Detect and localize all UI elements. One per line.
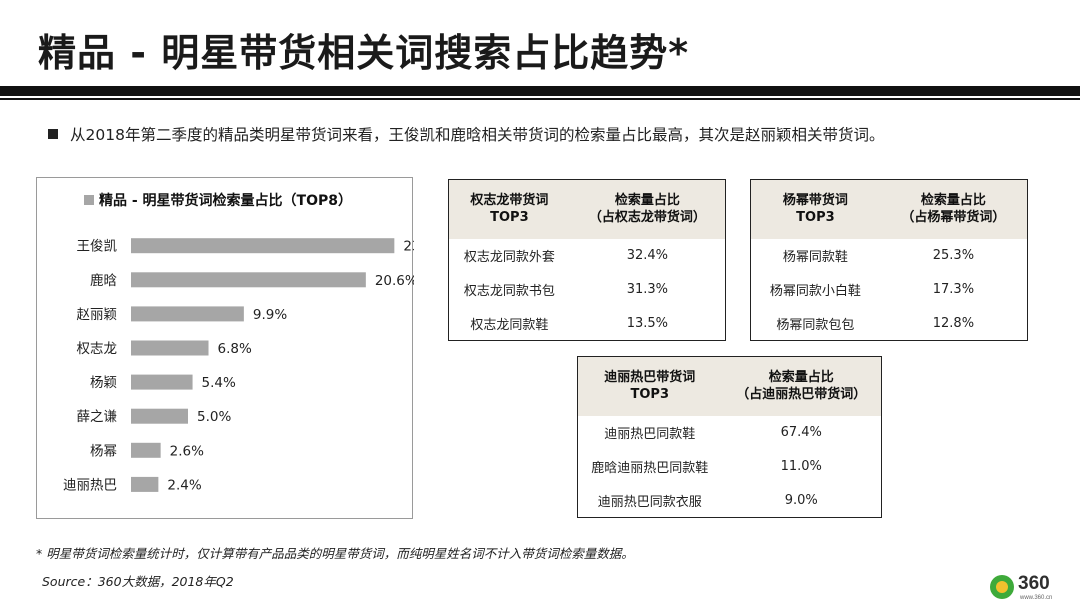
table-row: 杨幂同款包包 12.8%	[751, 307, 1028, 341]
category-label: 王俊凯	[77, 239, 118, 255]
bar	[131, 238, 395, 254]
table-row: 杨幂同款鞋 25.3%	[751, 239, 1028, 273]
table-header-cell: 检索量占比 （占杨幂带货词）	[879, 179, 1028, 239]
table-header-cell: 检索量占比 （占迪丽热巴带货词）	[721, 356, 882, 416]
table-yangmi-top3: 杨幂带货词 TOP3 检索量占比 （占杨幂带货词） 杨幂同款鞋 25.3% 杨幂同款小白鞋 1…	[750, 179, 1028, 341]
bar-chart: 精品 - 明星带货词检索量占比（TOP8） 王俊凯 23.1% 鹿晗 20.6% 赵丽颖 9…	[63, 192, 414, 493]
value-label: 2.4%	[167, 477, 201, 493]
table-dilireba-top3: 迪丽热巴带货词 TOP3 检索量占比 （占迪丽热巴带货词） 迪丽热巴同款鞋 67.4% 鹿晗…	[577, 356, 882, 518]
bar	[131, 272, 366, 288]
logo-url: www.360.cn	[1020, 595, 1053, 601]
bar-chart-panel: 精品 - 明星带货词检索量占比（TOP8） 王俊凯 23.1% 鹿晗 20.6% 赵丽颖 9…	[36, 177, 414, 519]
source-note: Source：360大数据，2018年Q2	[42, 574, 234, 589]
category-label: 薛之谦	[77, 409, 118, 425]
table-header-cell: 迪丽热巴带货词 TOP3	[577, 356, 722, 416]
table-row: 权志龙同款外套 32.4%	[449, 239, 726, 273]
keyword-cell: 杨幂同款包包	[776, 317, 855, 333]
table-header-cell: 杨幂带货词 TOP3	[750, 179, 880, 239]
share-cell: 11.0%	[780, 459, 822, 474]
bar	[131, 374, 193, 390]
category-label: 赵丽颖	[77, 307, 118, 323]
bar	[131, 340, 209, 356]
value-label: 9.9%	[253, 307, 287, 323]
value-label: 23.1%	[403, 239, 414, 255]
bar	[131, 306, 244, 322]
category-label: 鹿晗	[90, 272, 117, 289]
bar	[131, 476, 159, 492]
share-cell: 12.8%	[932, 315, 975, 331]
table-row: 杨幂同款小白鞋 17.3%	[751, 273, 1028, 307]
summary-bullet: 从2018年第二季度的精品类明星带货词来看，王俊凯和鹿晗相关带货词的检索量占比最…	[48, 123, 884, 145]
value-label: 20.6%	[375, 273, 414, 289]
table-row: 权志龙同款书包 31.3%	[449, 273, 726, 307]
chart-title: 精品 - 明星带货词检索量占比（TOP8）	[99, 192, 352, 209]
keyword-cell: 鹿晗迪丽热巴同款鞋	[591, 461, 709, 476]
keyword-cell: 迪丽热巴同款衣服	[597, 494, 702, 510]
value-label: 5.0%	[197, 409, 231, 425]
share-cell: 13.5%	[626, 315, 669, 331]
logo-text: 360	[1018, 573, 1050, 594]
share-cell: 17.3%	[932, 282, 975, 297]
bar	[131, 408, 188, 424]
keyword-cell: 迪丽热巴同款鞋	[604, 427, 696, 442]
logo-mark-icon	[990, 575, 1014, 599]
bullet-square-icon	[48, 129, 58, 139]
keyword-cell: 杨幂同款小白鞋	[769, 284, 861, 299]
brand-logo: 360 www.360.cn	[990, 573, 1070, 603]
bar	[131, 442, 161, 458]
table-row: 权志龙同款鞋 13.5%	[449, 307, 726, 341]
page-title: 精品 - 明星带货相关词搜索占比趋势*	[38, 31, 690, 75]
title-divider-thin	[0, 98, 1080, 100]
category-label: 权志龙	[77, 340, 118, 357]
category-label: 杨幂	[90, 443, 117, 459]
keyword-cell: 权志龙同款书包	[463, 284, 555, 299]
category-label: 迪丽热巴	[63, 477, 117, 493]
title-divider-thick	[0, 86, 1080, 96]
table-quanzhilong-top3: 权志龙带货词 TOP3 检索量占比 （占权志龙带货词） 权志龙同款外套 32.4% 权志龙同…	[448, 179, 726, 341]
summary-text: 从2018年第二季度的精品类明星带货词来看，王俊凯和鹿晗相关带货词的检索量占比最…	[70, 126, 885, 144]
share-cell: 9.0%	[784, 492, 818, 508]
table-row: 迪丽热巴同款衣服 9.0%	[578, 484, 882, 518]
share-cell: 32.4%	[626, 248, 669, 263]
table-row: 迪丽热巴同款鞋 67.4%	[578, 416, 882, 450]
value-label: 6.8%	[218, 341, 252, 357]
table-row: 鹿晗迪丽热巴同款鞋 11.0%	[578, 450, 882, 484]
keyword-cell: 杨幂同款鞋	[782, 250, 848, 265]
value-label: 5.4%	[202, 375, 236, 391]
table-header-cell: 检索量占比 （占权志龙带货词）	[569, 179, 726, 239]
legend-swatch	[84, 195, 94, 205]
share-cell: 25.3%	[932, 248, 975, 263]
keyword-cell: 权志龙同款鞋	[470, 317, 549, 333]
value-label: 2.6%	[170, 443, 204, 459]
share-cell: 31.3%	[626, 282, 669, 297]
table-header-cell: 权志龙带货词 TOP3	[448, 179, 570, 239]
category-label: 杨颖	[90, 375, 117, 391]
footnote: * 明星带货词检索量统计时，仅计算带有产品品类的明星带货词，而纯明星姓名词不计入…	[36, 546, 634, 561]
share-cell: 67.4%	[780, 425, 822, 440]
keyword-cell: 权志龙同款外套	[463, 250, 555, 265]
